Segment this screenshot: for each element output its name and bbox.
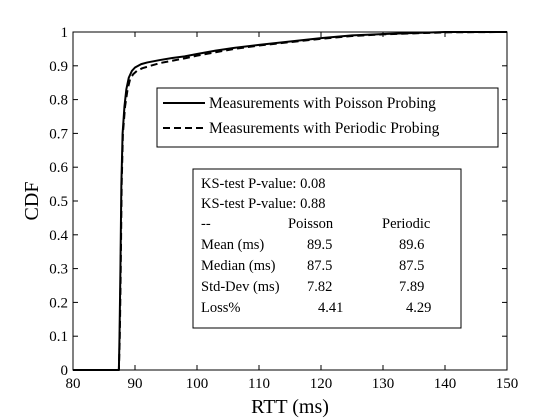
- stats-row-label: Loss%: [201, 300, 240, 316]
- x-tick-label: 130: [372, 376, 395, 392]
- y-tick-label: 1: [61, 25, 69, 41]
- x-tick-label: 90: [128, 376, 143, 392]
- y-tick-label: 0.8: [49, 93, 68, 109]
- stats-box-frame: [192, 168, 462, 329]
- stats-row-periodic-value: 7.89: [399, 279, 424, 295]
- y-axis-label: CDF: [21, 182, 43, 221]
- series-line-periodic: [73, 31, 508, 371]
- x-tick-label: 120: [310, 376, 333, 392]
- stats-row-poisson-value: 4.41: [318, 300, 343, 316]
- stats-row-label: Median (ms): [201, 258, 276, 274]
- x-tick-label: 140: [434, 376, 457, 392]
- stats-row-poisson-value: 87.5: [307, 258, 332, 274]
- series-lines: [73, 31, 508, 371]
- x-axis-label: RTT (ms): [251, 396, 329, 418]
- y-tick-label: 0.3: [49, 262, 68, 278]
- x-tick-label: 100: [186, 376, 209, 392]
- y-tick-label: 0.9: [49, 59, 68, 75]
- x-tick-label: 150: [496, 376, 519, 392]
- stats-row-poisson-value: 7.82: [307, 279, 332, 295]
- legend-entry-periodic: Measurements with Periodic Probing: [209, 120, 440, 137]
- stats-row-label: Std-Dev (ms): [201, 279, 280, 295]
- legend-box: [156, 87, 499, 148]
- stats-row-periodic-value: 87.5: [399, 258, 424, 274]
- ks-test-periodic: KS-test P-value: 0.88: [201, 196, 325, 212]
- stats-row-periodic-value: 89.6: [399, 237, 424, 253]
- stats-header-label: --: [201, 216, 211, 232]
- y-tick-label: 0.1: [49, 329, 68, 345]
- stats-row-poisson-value: 89.5: [307, 237, 332, 253]
- y-tick-label: 0.6: [49, 160, 68, 176]
- y-tick-label: 0.7: [49, 126, 68, 142]
- ks-test-poisson: KS-test P-value: 0.08: [201, 176, 325, 192]
- stats-header-poisson: Poisson: [288, 216, 334, 232]
- y-tick-label: 0.2: [49, 295, 68, 311]
- tick-labels: 80 90 100 110 120 130 140 150 0 0.1 0.2 0.3 0.4 0.5 0.…: [49, 25, 518, 392]
- x-tick-label: 110: [248, 376, 270, 392]
- x-tick-label: 80: [66, 376, 81, 392]
- stats-row-periodic-value: 4.29: [406, 300, 431, 316]
- y-tick-label: 0.4: [49, 228, 68, 244]
- y-tick-label: 0.5: [49, 194, 68, 210]
- legend: Measurements with Poisson Probing Measur…: [156, 87, 499, 148]
- axis-ticks: [72, 31, 508, 371]
- stats-box: KS-test P-value: 0.08 KS-test P-value: 0…: [192, 168, 462, 329]
- stats-row-label: Mean (ms): [201, 237, 264, 253]
- legend-entry-poisson: Measurements with Poisson Probing: [209, 95, 436, 112]
- stats-header-periodic: Periodic: [382, 216, 430, 232]
- y-tick-label: 0: [61, 363, 69, 379]
